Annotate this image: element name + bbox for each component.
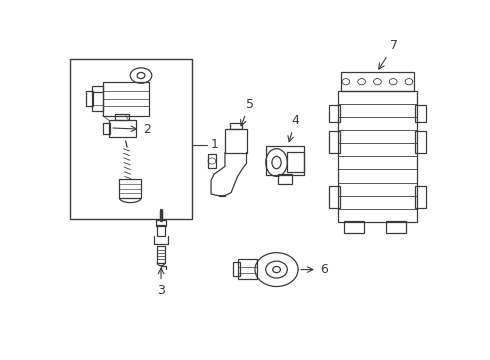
Bar xyxy=(92,86,102,111)
Bar xyxy=(415,186,426,208)
Text: 5: 5 xyxy=(241,98,254,126)
Text: 3: 3 xyxy=(157,268,165,297)
Bar xyxy=(238,259,257,279)
Bar xyxy=(102,82,149,116)
Bar xyxy=(341,72,414,91)
Text: 1: 1 xyxy=(210,138,218,151)
Bar xyxy=(338,91,416,222)
Bar xyxy=(329,186,340,208)
Text: 7: 7 xyxy=(379,40,397,69)
Bar xyxy=(229,123,242,130)
Bar xyxy=(157,225,165,237)
Bar xyxy=(70,59,192,219)
Bar xyxy=(415,105,426,122)
Bar xyxy=(86,91,93,106)
Bar xyxy=(415,131,426,153)
Bar xyxy=(386,221,406,233)
Bar xyxy=(344,221,365,233)
Bar xyxy=(109,120,136,137)
Bar xyxy=(225,130,246,153)
Bar xyxy=(208,154,216,168)
Bar xyxy=(233,262,240,276)
Bar xyxy=(329,131,340,153)
Bar xyxy=(278,174,292,184)
Bar xyxy=(120,180,141,198)
Bar xyxy=(115,114,129,120)
Text: 4: 4 xyxy=(288,114,299,142)
Bar xyxy=(287,152,304,172)
Bar xyxy=(156,220,166,226)
Bar xyxy=(157,246,165,263)
Bar xyxy=(329,105,340,122)
Text: 2: 2 xyxy=(113,123,151,136)
Text: 6: 6 xyxy=(301,263,327,276)
Bar xyxy=(102,123,110,134)
